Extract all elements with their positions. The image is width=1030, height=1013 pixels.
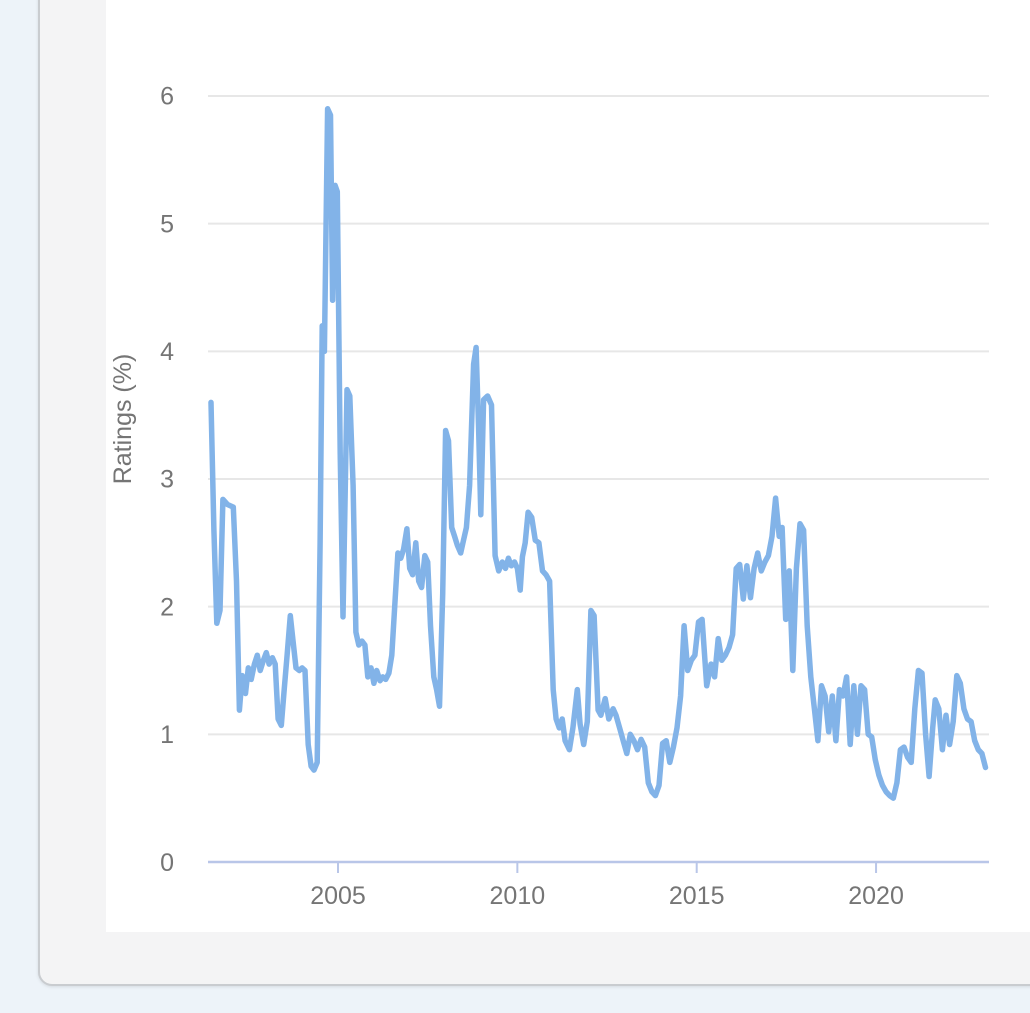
axis-tick-labels: 0 1 2 3 4 5 6 2005 2010 2015 2020 <box>160 83 904 910</box>
y-axis-title: Ratings (%) <box>109 354 137 485</box>
y-tick-label-5: 5 <box>160 210 174 238</box>
y-tick-label-3: 3 <box>160 466 174 494</box>
x-tick-label-2005: 2005 <box>310 882 366 910</box>
ratings-line-series <box>208 106 989 801</box>
y-tick-label-0: 0 <box>160 849 174 877</box>
x-tick-label-2015: 2015 <box>669 882 725 910</box>
y-tick-label-2: 2 <box>160 593 174 621</box>
chart-panel <box>106 0 1030 932</box>
y-tick-label-1: 1 <box>160 721 174 749</box>
series-line <box>208 106 989 801</box>
x-tick-label-2010: 2010 <box>490 882 546 910</box>
figure-card <box>38 0 1030 986</box>
x-tick-label-2020: 2020 <box>848 882 904 910</box>
x-axis <box>208 860 989 873</box>
y-tick-label-6: 6 <box>160 83 174 111</box>
y-tick-label-4: 4 <box>160 338 174 366</box>
